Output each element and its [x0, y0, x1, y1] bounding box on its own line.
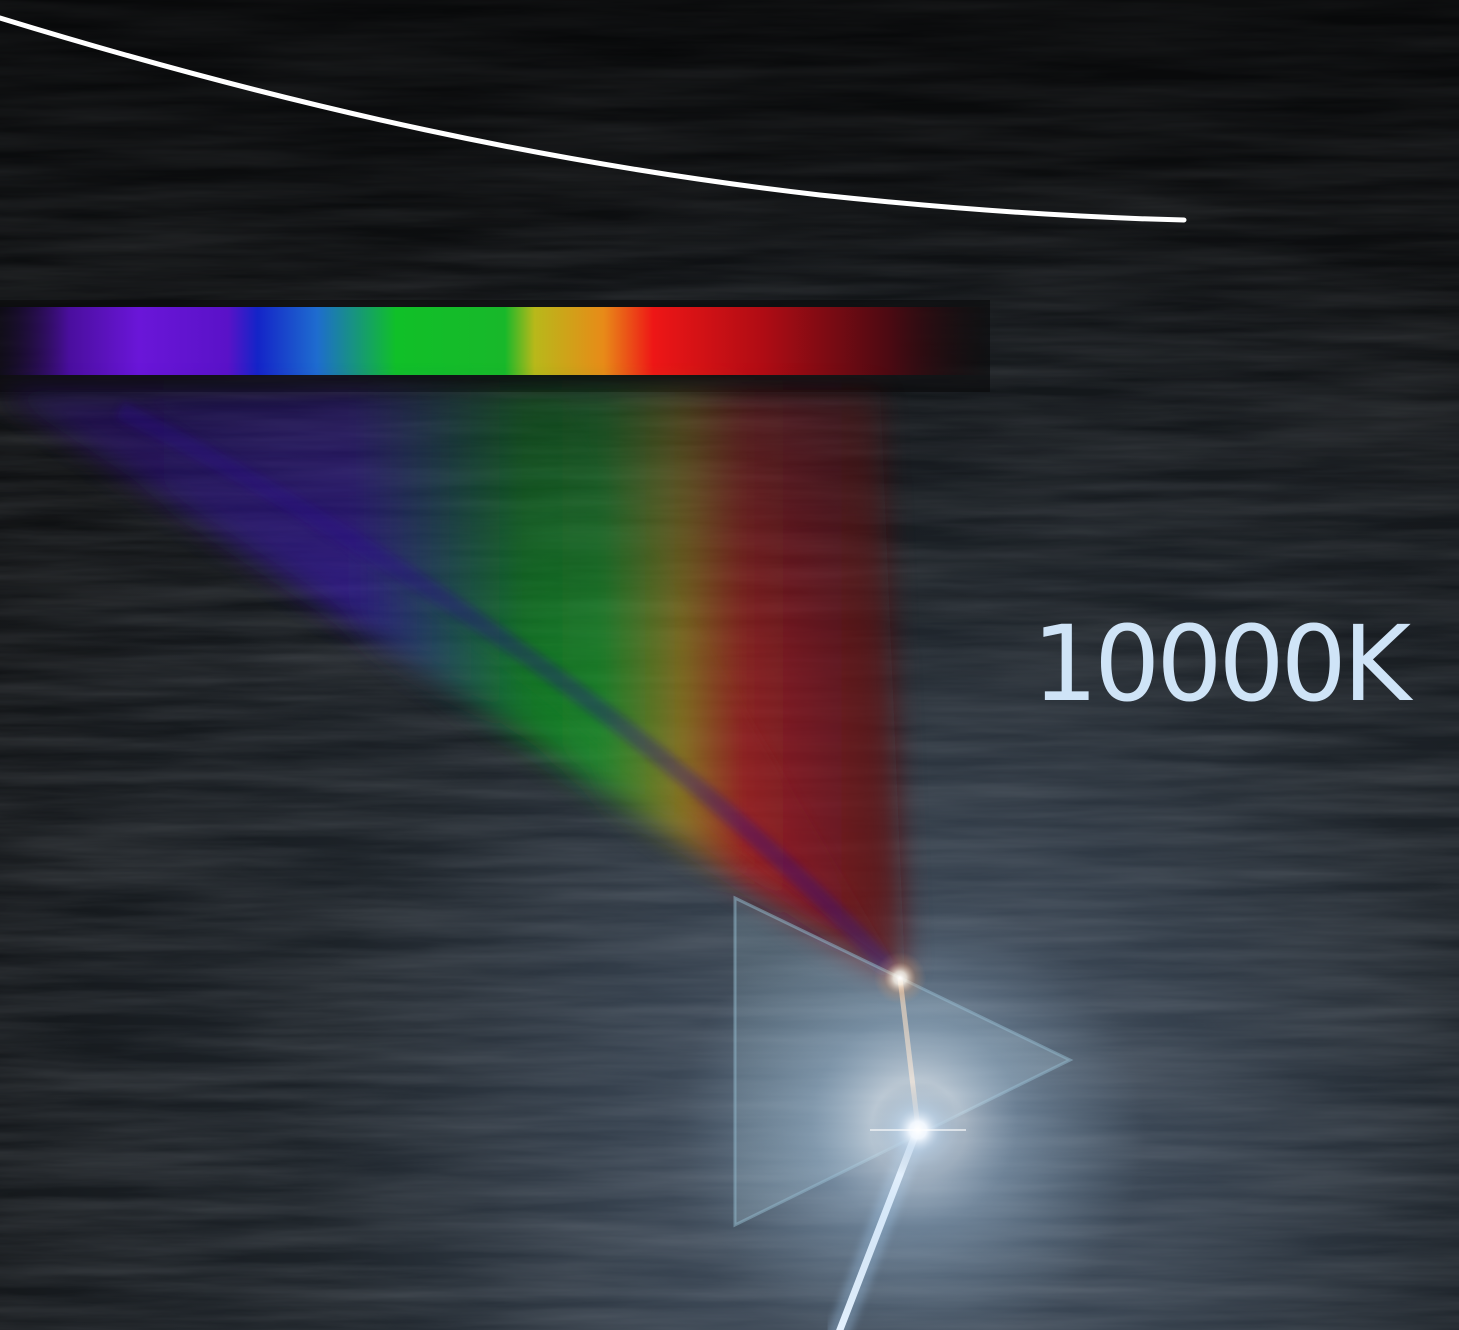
radiance-curve: [0, 15, 1187, 223]
dispersed-light: [0, 390, 905, 975]
violet-edge: [115, 401, 899, 979]
color-temperature-label: 10000K: [1032, 603, 1411, 725]
dispersion-fan: [0, 390, 905, 975]
exit-flare: [874, 952, 926, 1004]
spectrum-bar: [0, 307, 990, 375]
dispersion-fan-core: [150, 400, 900, 972]
